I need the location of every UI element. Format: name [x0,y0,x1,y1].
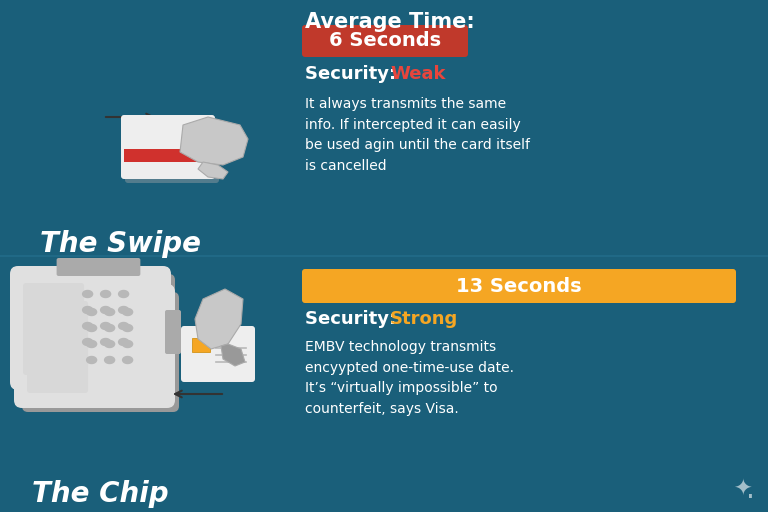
Ellipse shape [104,325,114,331]
Text: 13 Seconds: 13 Seconds [456,276,582,295]
Bar [192,338,210,352]
FancyBboxPatch shape [10,266,171,390]
Ellipse shape [87,309,97,315]
Text: It always transmits the same
info. If intercepted it can easily
be used agin unt: It always transmits the same info. If in… [305,97,530,173]
Ellipse shape [104,309,114,315]
Polygon shape [180,117,248,165]
FancyBboxPatch shape [18,274,175,394]
Ellipse shape [118,307,128,313]
Text: ·: · [746,484,754,512]
Ellipse shape [118,338,128,346]
Text: The Swipe: The Swipe [39,230,200,258]
Ellipse shape [123,356,133,364]
Text: EMBV technology transmits
encyypted one-time-use date.
It’s “virtually impossibl: EMBV technology transmits encyypted one-… [305,340,514,416]
FancyBboxPatch shape [22,292,179,412]
Ellipse shape [123,340,133,348]
FancyBboxPatch shape [181,326,255,382]
FancyBboxPatch shape [23,283,84,375]
Ellipse shape [123,309,133,315]
Polygon shape [221,344,245,366]
Ellipse shape [101,290,111,297]
FancyBboxPatch shape [121,115,215,179]
FancyBboxPatch shape [302,269,736,303]
Ellipse shape [118,323,128,330]
FancyBboxPatch shape [14,284,175,408]
Ellipse shape [87,356,97,364]
Ellipse shape [83,323,93,330]
Text: 6 Seconds: 6 Seconds [329,32,441,51]
Ellipse shape [101,338,111,346]
Text: Average Time:: Average Time: [305,12,475,32]
FancyBboxPatch shape [125,119,219,183]
Text: Strong: Strong [390,310,458,328]
Polygon shape [195,289,243,349]
Ellipse shape [83,307,93,313]
Ellipse shape [104,356,114,364]
Ellipse shape [83,338,93,346]
Ellipse shape [87,340,97,348]
FancyBboxPatch shape [165,310,181,354]
Ellipse shape [123,325,133,331]
FancyBboxPatch shape [57,258,141,276]
Ellipse shape [101,323,111,330]
Ellipse shape [101,307,111,313]
Text: Security:: Security: [305,310,402,328]
Bar [124,149,212,161]
Text: Security:: Security: [305,65,402,83]
Polygon shape [198,162,228,179]
Text: The Chip: The Chip [31,480,168,508]
Text: Weak: Weak [390,65,445,83]
Ellipse shape [118,290,128,297]
Text: ✦: ✦ [733,480,751,500]
FancyBboxPatch shape [27,301,88,393]
Ellipse shape [104,340,114,348]
Ellipse shape [87,325,97,331]
Ellipse shape [83,290,93,297]
FancyBboxPatch shape [302,25,468,57]
